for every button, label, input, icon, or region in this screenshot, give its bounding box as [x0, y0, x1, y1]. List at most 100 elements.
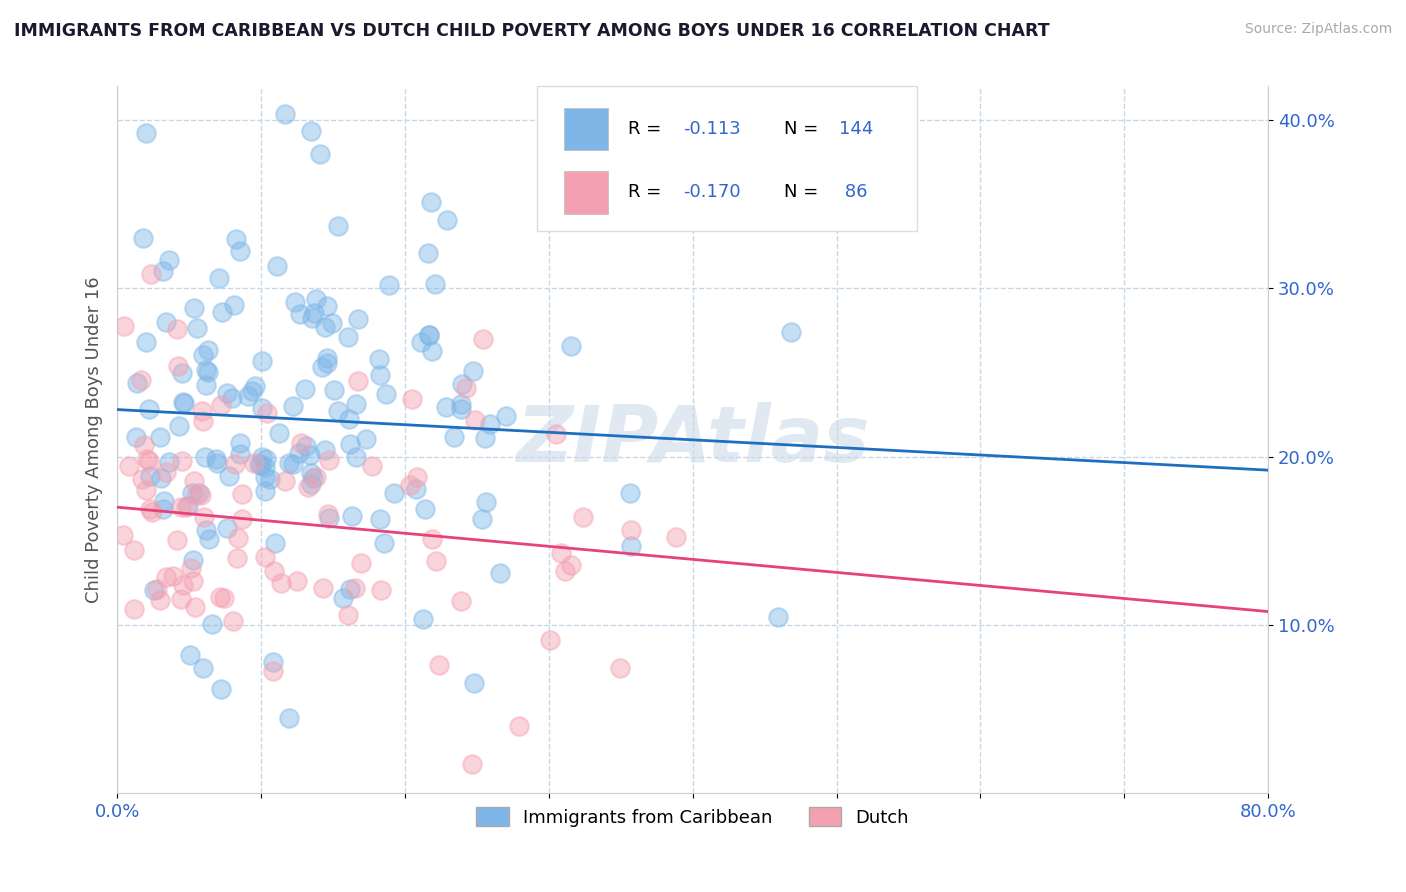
Point — [420, 344, 443, 359]
Point — [135, 335, 157, 350]
Point — [311, 359, 333, 374]
Point — [169, 419, 191, 434]
Text: N =: N = — [783, 120, 824, 137]
Point — [132, 231, 155, 245]
Point — [224, 298, 246, 312]
Point — [229, 447, 252, 461]
Text: IMMIGRANTS FROM CARIBBEAN VS DUTCH CHILD POVERTY AMONG BOYS UNDER 16 CORRELATION: IMMIGRANTS FROM CARIBBEAN VS DUTCH CHILD… — [14, 22, 1050, 40]
Point — [256, 452, 278, 467]
Point — [609, 661, 631, 675]
Point — [180, 561, 202, 575]
Point — [423, 277, 446, 291]
Point — [250, 458, 273, 473]
Point — [170, 500, 193, 514]
Point — [195, 378, 218, 392]
Point — [157, 252, 180, 267]
Point — [191, 661, 214, 675]
Point — [299, 123, 322, 137]
Point — [314, 443, 336, 458]
Point — [337, 411, 360, 425]
Point — [184, 599, 207, 614]
Point — [190, 403, 212, 417]
Point — [209, 398, 232, 412]
Point — [316, 299, 339, 313]
FancyBboxPatch shape — [537, 87, 917, 231]
Point — [495, 409, 517, 423]
Point — [266, 260, 288, 274]
Point — [471, 512, 494, 526]
Point — [560, 558, 582, 572]
Point — [225, 231, 247, 245]
Point — [463, 363, 485, 377]
Point — [191, 414, 214, 428]
Point — [297, 480, 319, 494]
Point — [450, 593, 472, 607]
Point — [328, 219, 350, 234]
Point — [129, 373, 152, 387]
Point — [172, 578, 194, 592]
Point — [228, 436, 250, 450]
Point — [318, 507, 340, 521]
Point — [252, 354, 274, 368]
Text: N =: N = — [783, 184, 824, 202]
Point — [243, 456, 266, 470]
Point — [382, 485, 405, 500]
Point — [572, 509, 595, 524]
Point — [301, 471, 323, 485]
Point — [318, 511, 340, 525]
Point — [373, 536, 395, 550]
Point — [252, 401, 274, 416]
Point — [288, 445, 311, 459]
Point — [472, 332, 495, 346]
Point — [405, 482, 427, 496]
Point — [112, 528, 135, 542]
Point — [425, 554, 447, 568]
Point — [413, 502, 436, 516]
Point — [274, 107, 297, 121]
Point — [222, 614, 245, 628]
Point — [308, 147, 330, 161]
Point — [401, 392, 423, 407]
Point — [339, 582, 361, 596]
Point — [155, 570, 177, 584]
Point — [766, 610, 789, 624]
Point — [323, 383, 346, 397]
Point — [420, 532, 443, 546]
Point — [418, 245, 440, 260]
Point — [181, 574, 204, 589]
Point — [205, 457, 228, 471]
Point — [344, 450, 367, 464]
Point — [316, 351, 339, 366]
Point — [132, 438, 155, 452]
Point — [418, 327, 440, 342]
Point — [464, 412, 486, 426]
Point — [256, 406, 278, 420]
Point — [779, 325, 801, 339]
Point — [508, 719, 530, 733]
Point — [173, 395, 195, 409]
Point — [301, 466, 323, 480]
Point — [318, 453, 340, 467]
Point — [354, 432, 377, 446]
Point — [231, 512, 253, 526]
Point — [281, 457, 304, 471]
Point — [281, 400, 304, 414]
Point — [149, 592, 172, 607]
Point — [127, 376, 149, 391]
Point — [314, 320, 336, 334]
Point — [172, 395, 194, 409]
Point — [138, 502, 160, 516]
Point — [478, 417, 501, 431]
Point — [224, 457, 246, 471]
Point — [179, 648, 201, 662]
Point — [451, 376, 474, 391]
Point — [474, 431, 496, 445]
Point — [253, 460, 276, 475]
Point — [436, 213, 458, 227]
Point — [443, 430, 465, 444]
Point — [340, 509, 363, 524]
Text: R =: R = — [628, 184, 668, 202]
Point — [149, 471, 172, 485]
Point — [253, 549, 276, 564]
Point — [665, 530, 688, 544]
